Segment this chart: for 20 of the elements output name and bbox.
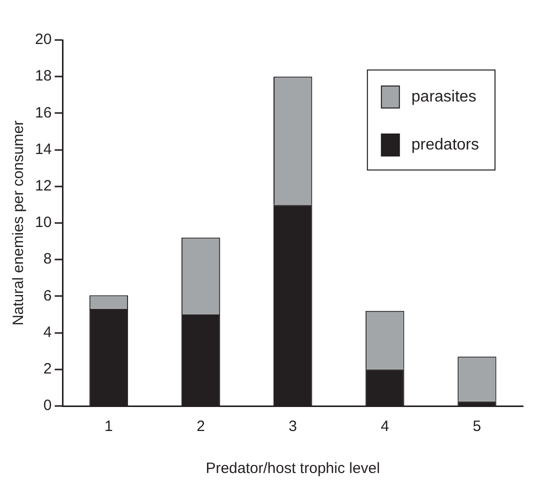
y-axis-title: Natural enemies per consumer — [10, 120, 28, 326]
y-tick-label: 12 — [34, 178, 52, 195]
x-tick-label: 2 — [196, 418, 205, 436]
y-tick-label: 14 — [34, 140, 52, 158]
y-tick-label: 6 — [43, 287, 52, 304]
x-tick-label: 1 — [104, 418, 113, 436]
y-tick-label: 2 — [43, 360, 52, 378]
y-tick-label: 16 — [34, 104, 52, 122]
y-tick-label: 20 — [34, 31, 52, 48]
legend-label: parasites — [411, 88, 476, 106]
x-tick-label: 3 — [288, 418, 298, 436]
y-tick-label: 18 — [34, 68, 52, 85]
x-axis-title: Predator/host trophic level — [206, 460, 380, 478]
x-tick-label: 5 — [472, 418, 482, 436]
x-tick-label: 4 — [380, 418, 390, 436]
y-tick-label: 8 — [43, 250, 52, 268]
y-tick-label: 0 — [43, 397, 52, 414]
legend-label: predators — [411, 136, 479, 154]
y-tick-label: 4 — [43, 324, 52, 341]
y-tick-label: 10 — [34, 214, 52, 232]
